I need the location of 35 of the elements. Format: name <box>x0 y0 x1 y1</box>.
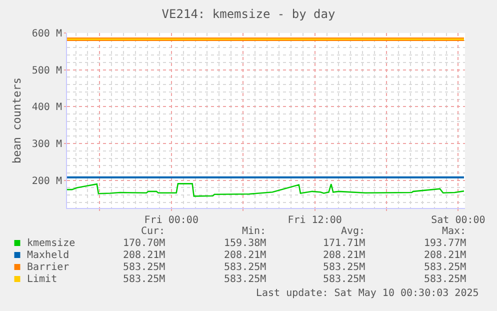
text: 170.70M <box>123 238 166 249</box>
x-tick-label: Fri 12:00 <box>288 215 342 226</box>
text: 583.25M <box>123 274 166 285</box>
x-tick-label: Fri 00:00 <box>144 215 198 226</box>
y-tick-label: 400 M <box>32 102 62 114</box>
text: 208.21M <box>123 250 166 261</box>
text: 208.21M <box>224 250 266 261</box>
text: Max: <box>442 226 466 237</box>
text: 583.25M <box>424 274 466 285</box>
text: 583.25M <box>323 262 366 273</box>
text: Cur: <box>141 226 166 237</box>
legend-label: kmemsize <box>27 238 76 249</box>
text: 583.25M <box>224 262 266 273</box>
text: 583.25M <box>224 274 266 285</box>
text: 583.25M <box>424 262 466 273</box>
text: 159.38M <box>224 238 266 249</box>
x-tick-label: Sat 00:00 <box>431 215 486 226</box>
y-tick-label: 600 M <box>32 28 62 40</box>
text: 583.25M <box>123 262 166 273</box>
text: Last update: Sat May 10 00:30:03 2025 <box>256 288 479 299</box>
text: 208.21M <box>424 250 466 261</box>
y-tick-label: 500 M <box>32 65 62 76</box>
legend-label: Maxheld <box>27 250 70 261</box>
y-tick-label: 200 M <box>32 176 62 187</box>
legend-label: Barrier <box>27 262 70 273</box>
text: Avg: <box>341 226 366 237</box>
text: 171.71M <box>323 238 366 249</box>
y-axis-title: bean counters <box>10 77 24 164</box>
text: Min: <box>242 226 266 237</box>
y-tick-label: 300 M <box>32 139 62 150</box>
text: 583.25M <box>323 274 366 285</box>
text: 208.21M <box>323 250 366 261</box>
text: 193.77M <box>424 238 466 249</box>
chart-title: VE214: kmemsize - by day <box>162 7 336 22</box>
legend-label: Limit <box>27 274 58 285</box>
